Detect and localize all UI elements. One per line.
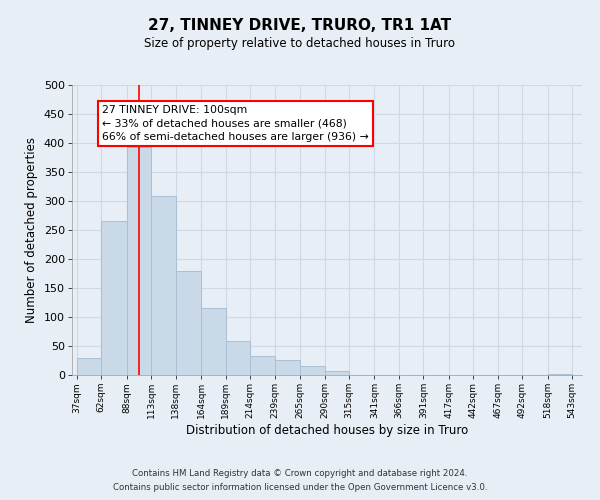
Bar (275, 360, 300, 375)
Bar (201, 308, 226, 375)
Text: Contains HM Land Registry data © Crown copyright and database right 2024.: Contains HM Land Registry data © Crown c… (132, 468, 468, 477)
Bar (250, 356, 275, 375)
Bar (548, 374, 572, 375)
Bar (127, 147, 151, 375)
Text: Size of property relative to detached houses in Truro: Size of property relative to detached ho… (145, 38, 455, 51)
X-axis label: Distribution of detached houses by size in Truro: Distribution of detached houses by size … (186, 424, 468, 437)
Text: 27, TINNEY DRIVE, TRURO, TR1 1AT: 27, TINNEY DRIVE, TRURO, TR1 1AT (148, 18, 452, 32)
Bar (300, 366, 325, 375)
Text: 27 TINNEY DRIVE: 100sqm
← 33% of detached houses are smaller (468)
66% of semi-d: 27 TINNEY DRIVE: 100sqm ← 33% of detache… (103, 106, 369, 142)
Bar (176, 270, 201, 375)
Text: Contains public sector information licensed under the Open Government Licence v3: Contains public sector information licen… (113, 484, 487, 492)
Y-axis label: Number of detached properties: Number of detached properties (25, 137, 38, 323)
Bar (151, 196, 176, 375)
Bar (226, 342, 250, 375)
Bar (77, 358, 101, 375)
Bar (325, 371, 349, 375)
Bar (101, 222, 127, 375)
